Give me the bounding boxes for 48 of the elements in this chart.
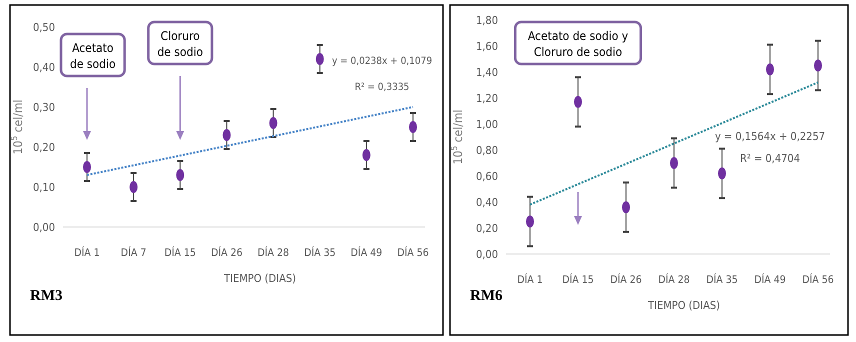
point <box>176 169 184 181</box>
x-tick-label: DÍA 49 <box>754 273 786 286</box>
x-tick-label: DÍA 1 <box>517 273 543 286</box>
y-tick-label: 1,20 <box>476 92 498 105</box>
y-tick-label: 0,00 <box>32 220 55 234</box>
annotation: Acetato de sodio <box>70 41 116 71</box>
y-tick-label: 0,20 <box>32 140 55 154</box>
annotation: y = 0,1564x + 0,2257 <box>714 130 826 143</box>
y-tick-label: 0,00 <box>476 248 498 261</box>
point <box>362 149 370 161</box>
y-tick-label: 1,40 <box>476 66 498 79</box>
y-tick-label: 1,00 <box>476 118 498 131</box>
y-tick-label: 0,30 <box>32 100 55 114</box>
text: RM3 <box>30 288 62 304</box>
x-axis-title: TIEMPO (DIAS) <box>223 272 296 285</box>
x-tick-label: DÍA 28 <box>658 273 690 286</box>
annotation: Acetato de sodio y Cloruro de sodio <box>528 29 629 59</box>
text: RM6 <box>470 288 503 304</box>
point <box>316 53 324 65</box>
y-tick-label: 0,10 <box>32 180 55 194</box>
y-tick-label: 0,80 <box>476 144 498 157</box>
x-tick-label: DÍA 15 <box>164 246 196 259</box>
x-tick-label: DÍA 26 <box>210 246 242 259</box>
x-tick-label: DÍA 28 <box>258 246 290 259</box>
x-axis-title: TIEMPO (DIAS) <box>647 299 720 312</box>
y-tick-label: 1,80 <box>476 14 498 27</box>
x-tick-label: DÍA 7 <box>120 246 146 259</box>
y-tick-label: 0,20 <box>476 222 498 235</box>
x-tick-label: DÍA 35 <box>706 273 738 286</box>
annotation: R² = 0,3335 <box>354 82 410 93</box>
point <box>269 117 278 129</box>
annotation: R² = 0,4704 <box>740 152 800 165</box>
y-tick-label: 0,40 <box>476 196 498 209</box>
point <box>130 181 138 193</box>
y-tick-label: 0,60 <box>476 170 498 183</box>
point <box>222 129 231 141</box>
y-tick-label: 0,50 <box>32 20 55 34</box>
x-tick-label: DÍA 56 <box>397 246 429 259</box>
x-tick-label: DÍA 49 <box>350 246 382 259</box>
y-tick-label: 1,60 <box>476 40 498 53</box>
annotation: Cloruro de sodio <box>157 29 204 59</box>
x-tick-label: DÍA 15 <box>562 273 594 286</box>
y-tick-label: 0,40 <box>32 60 55 74</box>
annotation: y = 0,0238x + 0,1079 <box>332 56 432 67</box>
x-tick-label: DÍA 26 <box>610 273 642 286</box>
x-tick-label: DÍA 1 <box>74 246 100 259</box>
x-tick-label: DÍA 35 <box>304 246 336 259</box>
x-tick-label: DÍA 56 <box>802 273 834 286</box>
